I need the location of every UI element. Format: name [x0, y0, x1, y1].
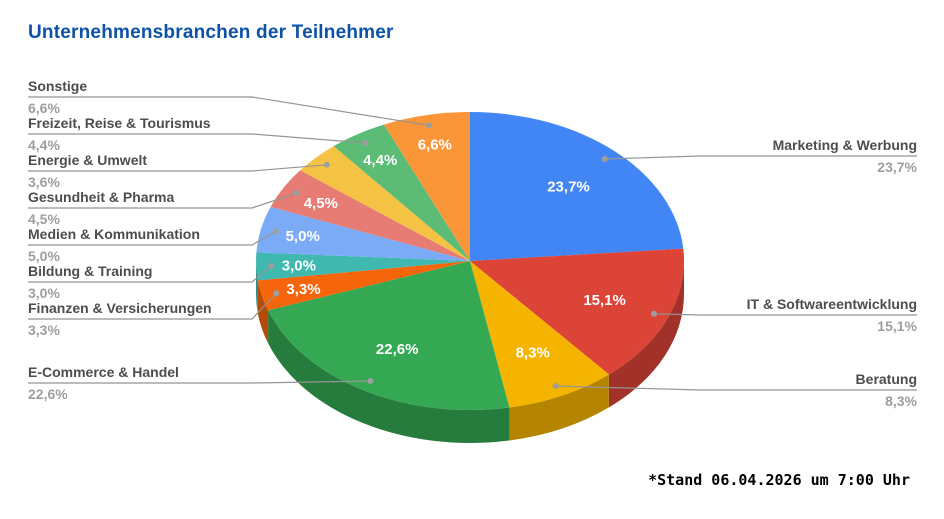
- leader-dot: [362, 140, 369, 146]
- pie-slice[interactable]: [470, 248, 685, 375]
- slice-value-label: 5,0%: [286, 228, 320, 245]
- leader-line: [28, 164, 327, 172]
- pie-slice-side: [608, 261, 684, 408]
- leader-line: [28, 192, 297, 209]
- pie-slice-side: [509, 374, 609, 441]
- leader-line: [28, 133, 366, 144]
- leader-line: [28, 380, 371, 384]
- leader-line: [28, 265, 272, 283]
- leader-line: [653, 313, 917, 316]
- pie-slice[interactable]: [268, 261, 510, 411]
- pie-slice[interactable]: [470, 111, 684, 261]
- leader-line: [28, 292, 277, 320]
- pie-slice[interactable]: [257, 261, 470, 311]
- slice-value-label: 3,3%: [286, 281, 320, 298]
- leader-dot: [323, 161, 330, 168]
- leader-dot: [293, 190, 300, 196]
- pie-slice[interactable]: [256, 206, 470, 261]
- leader-dot: [367, 378, 374, 384]
- slice-value-label: 4,5%: [304, 195, 338, 212]
- leader-dot: [601, 156, 608, 162]
- leader-dot: [552, 383, 559, 389]
- leader-line: [604, 155, 917, 160]
- pie-slice-side: [268, 310, 510, 444]
- leader-line: [28, 230, 276, 246]
- pie-slice[interactable]: [256, 252, 470, 281]
- pie-slice[interactable]: [383, 112, 470, 261]
- slice-value-label: 6,6%: [418, 137, 452, 154]
- slice-value-label: 15,1%: [583, 292, 626, 309]
- pie-slice[interactable]: [470, 261, 609, 408]
- leader-dot: [426, 122, 433, 129]
- leader-line: [555, 385, 917, 391]
- pie-slice[interactable]: [300, 146, 470, 261]
- leader-dot: [272, 228, 279, 235]
- leader-dot: [273, 290, 280, 297]
- chart-title: Unternehmensbranchen der Teilnehmer: [28, 22, 394, 43]
- pie-slice-side: [257, 280, 269, 344]
- leader-dot: [268, 263, 275, 269]
- slice-value-label: 8,3%: [516, 345, 550, 362]
- leader-line: [28, 96, 430, 126]
- slice-value-label: 3,0%: [282, 258, 316, 275]
- leader-dot: [651, 310, 657, 317]
- pie-slice[interactable]: [270, 170, 470, 261]
- slice-value-label: 22,6%: [376, 341, 419, 358]
- pie-slice[interactable]: [333, 124, 470, 261]
- slice-value-label: 4,4%: [363, 152, 397, 169]
- slice-value-label: 23,7%: [547, 179, 590, 196]
- footnote: *Stand 06.04.2026 um 7:00 Uhr: [648, 471, 910, 489]
- pie-slice-side: [255, 261, 258, 314]
